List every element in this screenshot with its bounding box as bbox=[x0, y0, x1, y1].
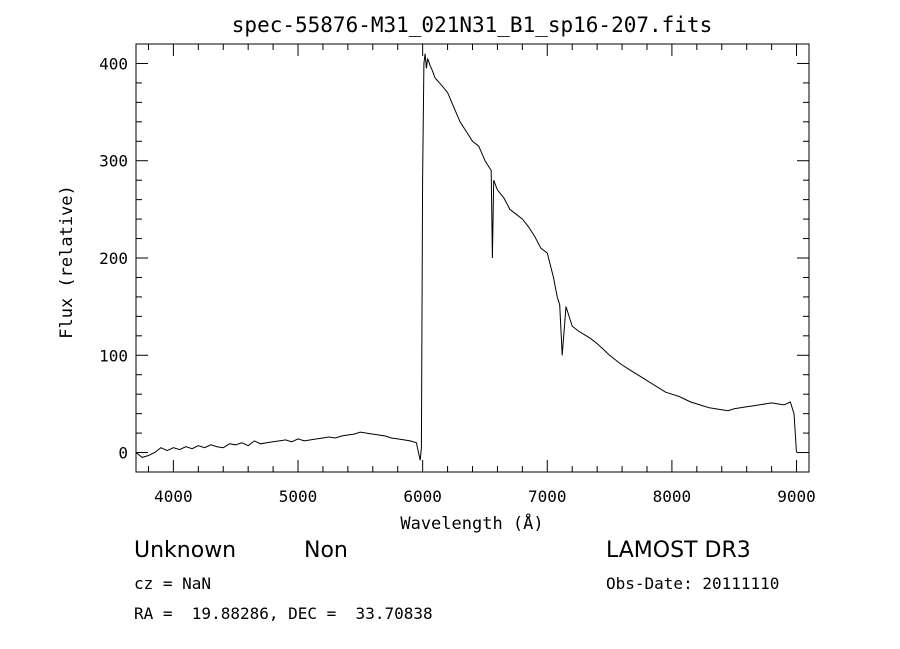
class-label: Unknown bbox=[134, 538, 237, 563]
y-tick-label: 200 bbox=[99, 249, 128, 268]
subclass-label: Non bbox=[304, 538, 348, 563]
x-tick-label: 4000 bbox=[154, 487, 193, 506]
y-tick-label: 100 bbox=[99, 346, 128, 365]
y-axis-label: Flux (relative) bbox=[57, 185, 77, 339]
x-tick-label: 5000 bbox=[279, 487, 318, 506]
chart-title: spec-55876-M31_021N31_B1_sp16-207.fits bbox=[232, 13, 712, 37]
redshift-label: cz = NaN bbox=[134, 574, 212, 593]
axis-ticks bbox=[136, 43, 809, 473]
x-tick-label: 9000 bbox=[777, 487, 816, 506]
y-tick-label: 300 bbox=[99, 152, 128, 171]
x-tick-label: 8000 bbox=[653, 487, 692, 506]
x-tick-label: 7000 bbox=[528, 487, 567, 506]
y-tick-label: 0 bbox=[118, 444, 128, 463]
spectrum-line bbox=[135, 53, 797, 461]
x-tick-label: 6000 bbox=[403, 487, 442, 506]
coordinates-label: RA = 19.88286, DEC = 33.70838 bbox=[134, 604, 433, 623]
axis-tick-labels: 4000 5000 6000 7000 8000 9000 0 100 200 300 400 bbox=[99, 54, 816, 506]
y-tick-label: 400 bbox=[99, 54, 128, 73]
survey-label: LAMOST DR3 bbox=[606, 538, 751, 563]
obs-date-label: Obs-Date: 20111110 bbox=[606, 574, 780, 593]
x-axis-label: Wavelength (Å) bbox=[400, 512, 543, 534]
